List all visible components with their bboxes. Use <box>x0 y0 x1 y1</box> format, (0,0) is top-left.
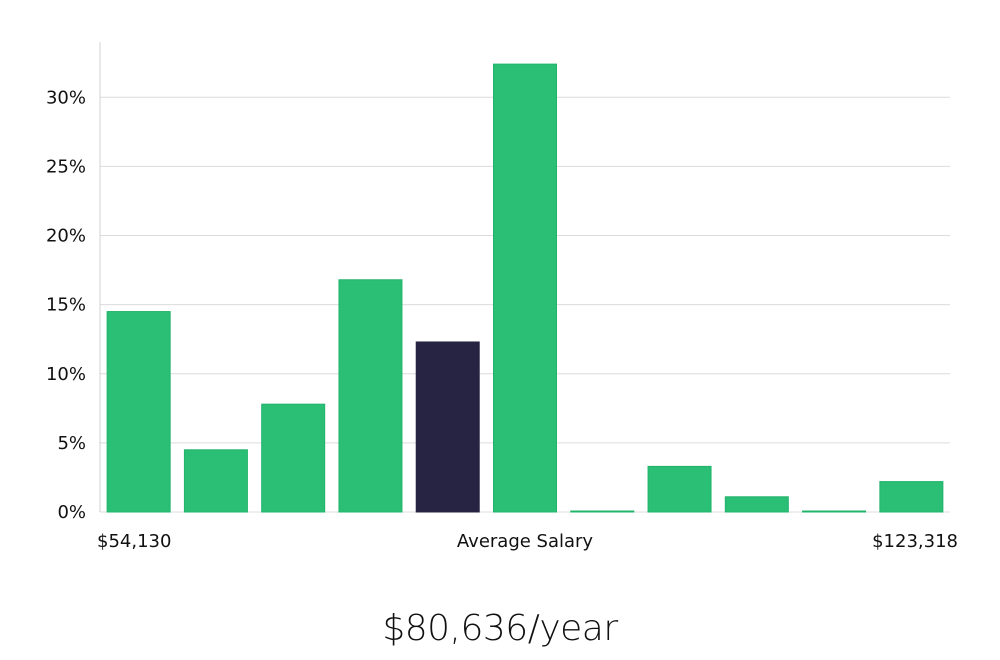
y-tick-label: 5% <box>57 433 86 454</box>
bar <box>802 510 867 513</box>
y-tick-label: 15% <box>46 295 86 316</box>
bar <box>183 449 248 513</box>
bar <box>647 465 712 513</box>
y-tick-label: 25% <box>46 156 86 177</box>
x-label-average: Average Salary <box>457 531 594 552</box>
bar <box>338 279 403 513</box>
y-tick-label: 30% <box>46 87 86 108</box>
x-label-min: $54,130 <box>97 531 171 552</box>
bar <box>879 481 944 513</box>
y-tick-label: 10% <box>46 364 86 385</box>
bar-average-salary <box>415 341 480 513</box>
bar <box>106 311 171 513</box>
bar <box>724 496 789 513</box>
bar <box>493 63 557 513</box>
average-salary-value: $80,636/year <box>382 608 618 649</box>
bars <box>106 63 944 513</box>
bar <box>261 403 326 513</box>
x-label-max: $123,318 <box>872 531 958 552</box>
salary-distribution-chart: 0% 5% 10% 15% 20% 25% 30% $54,130 Average Sala… <box>46 42 958 552</box>
y-axis-ticks: 0% 5% 10% 15% 20% 25% 30% <box>46 87 86 523</box>
y-tick-label: 0% <box>57 502 86 523</box>
y-tick-label: 20% <box>46 226 86 247</box>
bar <box>570 510 635 513</box>
